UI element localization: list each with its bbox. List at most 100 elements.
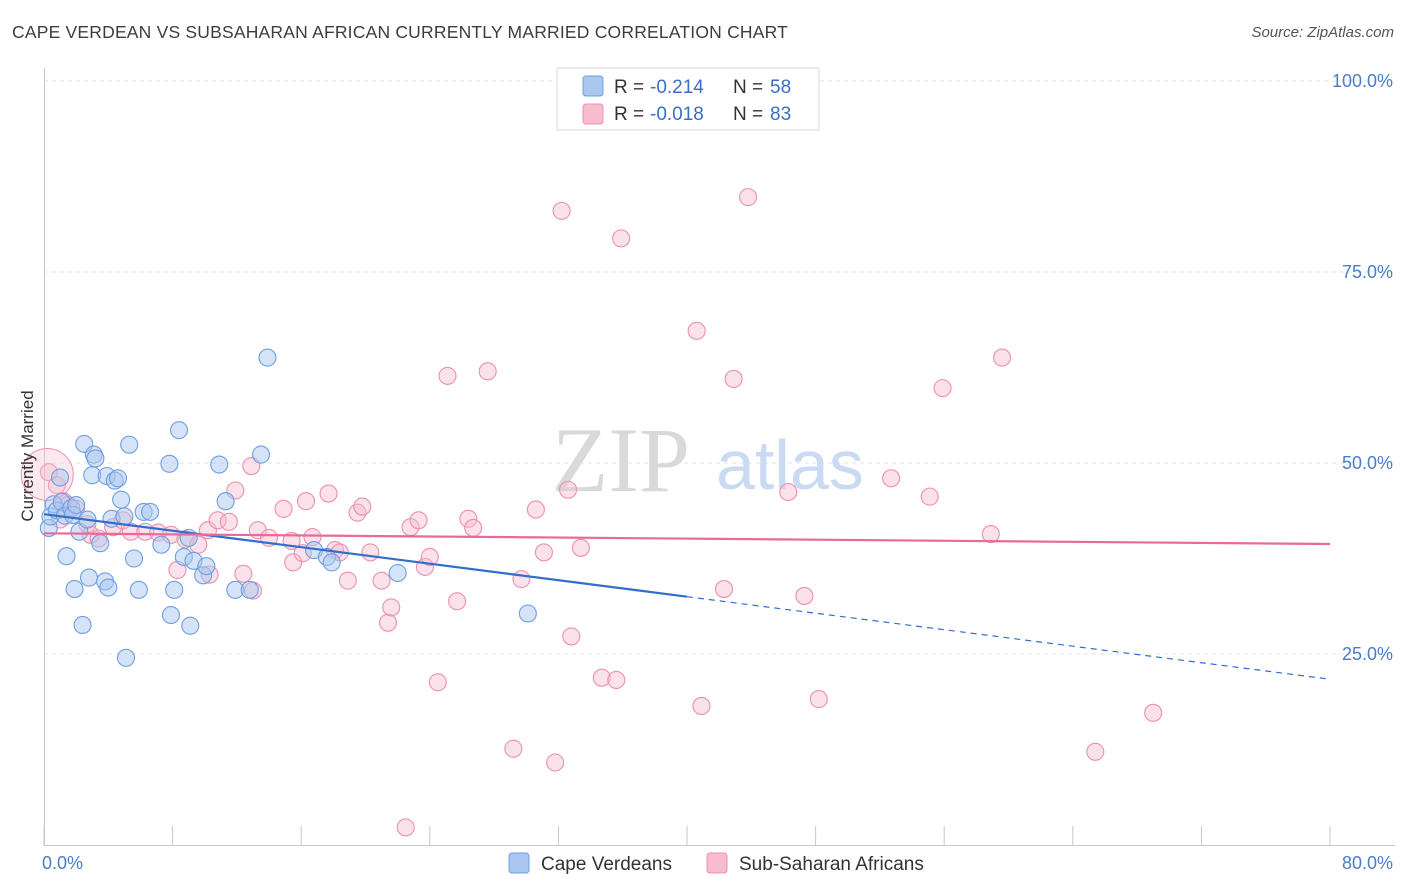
sub-saharan-point-73 bbox=[795, 586, 814, 605]
bottom-legend: Cape Verdeans Sub-Saharan Africans bbox=[508, 852, 924, 875]
sub-saharan-point-50 bbox=[438, 366, 457, 385]
sub-saharan-point-43 bbox=[382, 598, 401, 617]
sub-saharan-point-79 bbox=[993, 348, 1012, 367]
cape-verdean-point-35 bbox=[152, 535, 171, 554]
sub-saharan-point-67 bbox=[687, 321, 706, 340]
y-tick-labels: 25.0% 50.0% 75.0% 100.0% bbox=[1332, 71, 1393, 664]
sub-saharan-point-70 bbox=[724, 369, 743, 389]
sub-saharan-point-54 bbox=[478, 362, 497, 381]
sub-saharan-point-60 bbox=[552, 201, 571, 220]
sub-saharan-trend bbox=[43, 532, 1331, 546]
legend-n-label-blue: N = bbox=[733, 77, 763, 98]
sub-saharan-point-66 bbox=[612, 229, 631, 248]
cape-verdean-point-46 bbox=[210, 455, 229, 474]
y-tick-label-100: 100.0% bbox=[1332, 71, 1393, 91]
sub-saharan-point-64 bbox=[592, 668, 611, 687]
legend-swatch-blue bbox=[582, 75, 604, 97]
legend-swatch-pink bbox=[582, 103, 604, 125]
cape-verdean-point-16 bbox=[79, 568, 99, 587]
watermark: ZIP atlas bbox=[552, 409, 864, 511]
bottom-legend-label-pink: Sub-Saharan Africans bbox=[739, 854, 924, 875]
sub-saharan-point-76 bbox=[920, 487, 939, 506]
legend-box: R = -0.214 N = 58 R = -0.018 N = 83 bbox=[556, 67, 820, 131]
sub-saharan-point-80 bbox=[1086, 742, 1105, 761]
cape-verdean-point-38 bbox=[165, 580, 184, 599]
chart-title: CAPE VERDEAN VS SUBSAHARAN AFRICAN CURRE… bbox=[12, 22, 789, 42]
sub-saharan-point-74 bbox=[809, 690, 828, 709]
cape-verdean-point-56 bbox=[518, 604, 537, 623]
cape-verdean-point-36 bbox=[160, 454, 179, 473]
sub-saharan-point-71 bbox=[739, 188, 758, 207]
sub-saharan-point-58 bbox=[534, 543, 553, 562]
cape-verdean-point-55 bbox=[388, 563, 407, 583]
bottom-legend-label-blue: Cape Verdeans bbox=[541, 854, 672, 875]
x-tick-label-min: 0.0% bbox=[42, 853, 83, 873]
watermark-atlas: atlas bbox=[716, 426, 864, 504]
sub-saharan-point-39 bbox=[353, 497, 372, 516]
cape-verdean-trend-solid bbox=[43, 513, 688, 598]
sub-saharan-point-53 bbox=[464, 518, 483, 537]
y-axis-label: Currently Married bbox=[18, 390, 37, 521]
cape-verdean-point-4 bbox=[51, 468, 70, 487]
sub-saharan-point-68 bbox=[692, 696, 711, 716]
cape-verdean-point-32 bbox=[129, 580, 148, 599]
sub-saharan-point-78 bbox=[981, 525, 1000, 544]
sub-saharan-point-81 bbox=[1144, 703, 1163, 722]
cape-verdean-point-20 bbox=[91, 534, 110, 553]
sub-saharan-point-62 bbox=[562, 627, 581, 646]
cape-verdean-point-51 bbox=[258, 348, 277, 367]
sub-saharan-point-63 bbox=[571, 538, 590, 557]
sub-saharan-point-65 bbox=[607, 670, 626, 690]
cape-verdean-point-30 bbox=[120, 435, 139, 454]
sub-saharan-point-37 bbox=[338, 571, 357, 590]
sub-saharan-point-40 bbox=[361, 543, 380, 562]
cape-verdean-point-50 bbox=[251, 445, 271, 464]
axis-layer bbox=[43, 68, 1395, 846]
cape-verdean-point-42 bbox=[181, 616, 200, 635]
sub-saharan-point-49 bbox=[428, 673, 447, 692]
cape-verdean-point-29 bbox=[116, 648, 136, 667]
cape-verdean-point-13 bbox=[73, 615, 92, 635]
bottom-legend-swatch-blue bbox=[508, 852, 530, 874]
sub-saharan-point-48 bbox=[420, 547, 439, 567]
legend-n-value-blue: 58 bbox=[770, 77, 791, 98]
sub-saharan-point-20 bbox=[208, 511, 227, 530]
cape-verdean-point-31 bbox=[124, 549, 144, 568]
sub-saharan-point-32 bbox=[296, 492, 316, 511]
y-tick-label-50: 50.0% bbox=[1342, 453, 1393, 473]
cape-verdean-point-37 bbox=[161, 605, 181, 625]
sub-saharan-point-11 bbox=[121, 522, 140, 541]
trend-lines bbox=[43, 513, 1331, 680]
cape-verdean-point-39 bbox=[169, 421, 189, 440]
sub-saharan-point-28 bbox=[274, 499, 293, 518]
legend-r-label-pink: R = bbox=[614, 104, 644, 125]
cape-verdean-point-45 bbox=[197, 557, 216, 576]
series-cape-verdean-points bbox=[39, 348, 537, 667]
cape-verdean-point-49 bbox=[240, 580, 259, 599]
cape-verdean-point-34 bbox=[141, 502, 160, 521]
sub-saharan-point-46 bbox=[409, 511, 428, 530]
cape-verdean-point-47 bbox=[216, 492, 235, 511]
sub-saharan-point-72 bbox=[779, 482, 798, 502]
series-sub-saharan-points bbox=[20, 188, 1163, 837]
x-tick-label-max: 80.0% bbox=[1342, 853, 1393, 873]
cape-verdean-point-26 bbox=[108, 469, 127, 488]
sub-saharan-point-51 bbox=[448, 592, 467, 611]
legend-n-value-pink: 83 bbox=[770, 104, 791, 125]
legend-n-label-pink: N = bbox=[733, 104, 763, 125]
sub-saharan-point-44 bbox=[396, 818, 415, 837]
sub-saharan-point-69 bbox=[714, 580, 734, 599]
sub-saharan-point-61 bbox=[558, 480, 578, 499]
cape-verdean-point-27 bbox=[112, 490, 131, 509]
sub-saharan-point-21 bbox=[219, 512, 238, 531]
y-tick-label-75: 75.0% bbox=[1342, 262, 1393, 282]
y-tick-label-25: 25.0% bbox=[1342, 644, 1393, 664]
cape-verdean-point-7 bbox=[57, 547, 76, 566]
sub-saharan-point-59 bbox=[546, 753, 565, 772]
cape-verdean-trend-dashed bbox=[686, 596, 1331, 680]
cape-verdean-point-11 bbox=[67, 495, 86, 515]
legend-r-value-blue: -0.214 bbox=[650, 77, 704, 98]
sub-saharan-point-57 bbox=[526, 500, 545, 519]
sub-saharan-point-23 bbox=[234, 564, 253, 583]
